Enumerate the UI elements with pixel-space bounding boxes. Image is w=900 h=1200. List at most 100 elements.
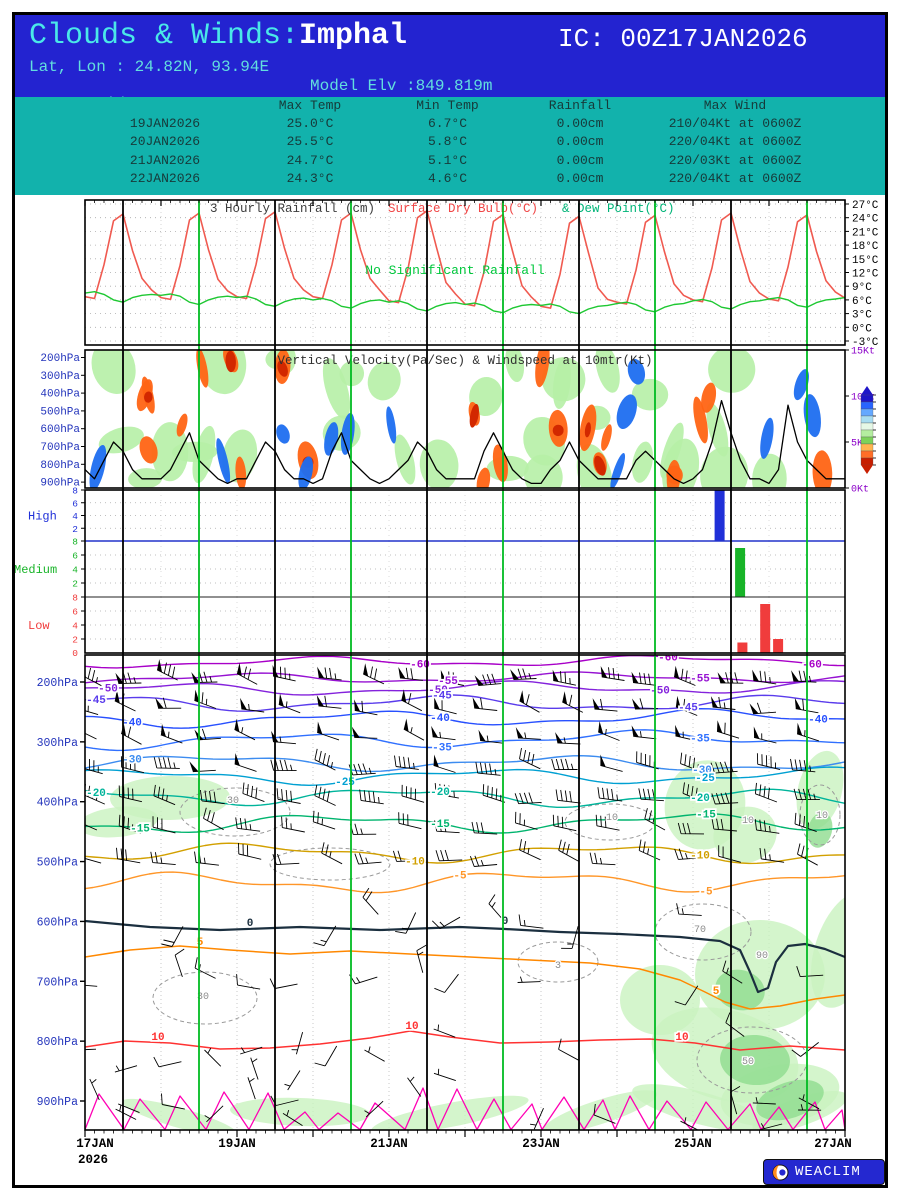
- svg-text:800hPa: 800hPa: [37, 1036, 79, 1049]
- svg-text:3°C: 3°C: [852, 310, 872, 322]
- svg-text:-5: -5: [699, 886, 713, 898]
- svg-text:300hPa: 300hPa: [40, 371, 80, 383]
- svg-text:-20: -20: [430, 787, 450, 799]
- cloud-panel-low: 8 6 4 2 Low: [28, 593, 845, 653]
- svg-text:-10: -10: [405, 856, 425, 868]
- svg-text:700hPa: 700hPa: [37, 976, 79, 989]
- vv-wind-panel: Vertical Velocity(Pa/Sec) & Windspeed at…: [40, 347, 876, 496]
- svg-text:200hPa: 200hPa: [37, 677, 79, 690]
- svg-text:900hPa: 900hPa: [40, 478, 80, 490]
- row-date: 20JAN2026: [129, 134, 201, 150]
- row-max-temp: 24.3°C: [286, 170, 334, 186]
- surface-panel: 27°C 24°C21°C 18°C 15°C 12°C9°C 6°C 3°C0°C -3°C…: [85, 200, 879, 349]
- summary-col-spacer: [85, 97, 245, 115]
- svg-text:-30: -30: [692, 765, 712, 777]
- svg-text:27JAN: 27JAN: [814, 1137, 852, 1151]
- velocity-colorbar: [860, 386, 876, 474]
- svg-text:900hPa: 900hPa: [37, 1096, 79, 1109]
- header-band: Clouds & Winds:Imphal IC: 00Z17JAN2026 L…: [15, 15, 885, 113]
- svg-text:2: 2: [72, 524, 78, 535]
- svg-text:No Significant Rainfall: No Significant Rainfall: [365, 263, 545, 278]
- row-max-wind: 220/04Kt at 0600Z: [668, 134, 802, 150]
- row-max-wind: 220/03Kt at 0600Z: [668, 152, 802, 168]
- svg-text:-60: -60: [410, 660, 430, 672]
- svg-text:6: 6: [72, 498, 78, 509]
- svg-text:50: 50: [742, 1057, 754, 1068]
- contour-labels: -60-60-60-55 -55-50 -50 -50-45 -45-45-40 -40-…: [85, 653, 830, 1069]
- svg-text:25JAN: 25JAN: [674, 1137, 712, 1151]
- svg-text:-15: -15: [130, 823, 150, 835]
- panel-frames: [84, 199, 846, 1137]
- svg-text:6: 6: [72, 607, 78, 618]
- row-max-wind: 220/04Kt at 0600Z: [668, 170, 802, 186]
- row-min-temp: 5.1°C: [427, 152, 467, 168]
- svg-text:3 Hourly Rainfall (cm)Surface: 3 Hourly Rainfall (cm) Surface Dry Bulb(°…: [210, 202, 675, 216]
- svg-text:4: 4: [72, 511, 78, 522]
- summary-band: [15, 97, 885, 195]
- svg-text:600hPa: 600hPa: [40, 424, 80, 436]
- svg-text:600hPa: 600hPa: [37, 916, 79, 929]
- svg-text:800hPa: 800hPa: [40, 460, 80, 472]
- svg-text:-45: -45: [678, 702, 698, 714]
- svg-text:-50: -50: [98, 683, 118, 695]
- svg-text:-45: -45: [86, 695, 106, 707]
- svg-text:Vertical Velocity(Pa/Sec) & Wi: Vertical Velocity(Pa/Sec) & Windspeed at…: [277, 354, 652, 368]
- cloud-panel-high: 86 4 2 High: [28, 486, 845, 541]
- row-rainfall: 0.00cm: [556, 134, 604, 150]
- model-elev-label: Model Elv :849.819m: [310, 77, 493, 95]
- svg-text:17JAN: 17JAN: [76, 1137, 114, 1151]
- svg-text:2: 2: [72, 635, 78, 646]
- svg-text:10: 10: [742, 816, 754, 827]
- svg-text:-15: -15: [696, 809, 716, 821]
- title-prefix: Clouds & Winds:: [29, 19, 300, 53]
- svg-text:5: 5: [197, 937, 204, 949]
- svg-text:2: 2: [72, 579, 78, 590]
- svg-text:8: 8: [72, 486, 78, 497]
- svg-text:-25: -25: [335, 777, 355, 789]
- svg-text:-55: -55: [690, 673, 710, 685]
- svg-text:500hPa: 500hPa: [37, 857, 79, 870]
- row-max-temp: 25.5°C: [286, 134, 334, 150]
- svg-text:10: 10: [606, 813, 618, 824]
- svg-text:9°C: 9°C: [852, 282, 872, 294]
- row-date: 22JAN2026: [129, 170, 201, 186]
- svg-text:-45: -45: [432, 691, 452, 703]
- lat-lon-label: Lat, Lon : 24.82N, 93.94E: [29, 58, 270, 76]
- svg-text:21°C: 21°C: [852, 227, 879, 239]
- svg-text:19JAN: 19JAN: [218, 1137, 256, 1151]
- init-time-label: IC: 00Z17JAN2026: [558, 24, 808, 54]
- svg-text:4: 4: [72, 621, 78, 632]
- svg-text:5Kt: 5Kt: [851, 439, 869, 450]
- svg-text:10: 10: [816, 811, 828, 822]
- svg-text:30: 30: [227, 796, 239, 807]
- cloud-panel-medium: 8 6 4 2 Medium: [14, 537, 845, 597]
- svg-text:27°C: 27°C: [852, 200, 879, 212]
- weaclim-logo-icon: [772, 1164, 789, 1180]
- svg-text:400hPa: 400hPa: [37, 797, 79, 810]
- svg-text:0: 0: [502, 916, 509, 928]
- svg-text:90: 90: [756, 951, 768, 962]
- svg-text:-25: -25: [695, 773, 715, 785]
- svg-text:0: 0: [247, 918, 254, 930]
- title-station: Imphal: [299, 19, 408, 53]
- rh-shading: [85, 750, 845, 1130]
- svg-text:0Kt: 0Kt: [851, 485, 869, 496]
- svg-text:-60: -60: [658, 653, 678, 665]
- row-max-temp: 25.0°C: [286, 116, 334, 132]
- windspeed-line: [85, 399, 845, 485]
- row-rainfall: 0.00cm: [556, 170, 604, 186]
- svg-text:-55: -55: [438, 676, 458, 688]
- svg-text:70: 70: [694, 925, 706, 936]
- x-axis-labels: 17JAN 19JAN 21JAN 23JAN 25JAN 27JAN 2026: [76, 1137, 852, 1167]
- svg-text:-50: -50: [428, 685, 448, 697]
- col-header-rainfall: Rainfall: [548, 98, 612, 113]
- row-date: 21JAN2026: [129, 152, 201, 168]
- svg-text:300hPa: 300hPa: [37, 737, 79, 750]
- svg-text:6°C: 6°C: [852, 296, 872, 308]
- svg-text:200hPa: 200hPa: [40, 353, 80, 365]
- temp-contours: [85, 655, 845, 1130]
- svg-text:-40: -40: [808, 714, 828, 726]
- svg-text:24°C: 24°C: [852, 214, 879, 226]
